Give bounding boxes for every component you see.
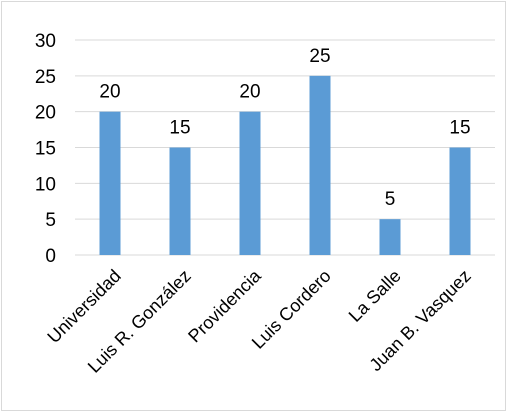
bar-4 [379,219,401,255]
y-tick-label: 10 [35,174,56,195]
x-tick-label: La Salle [345,266,405,326]
bar-3 [309,75,331,255]
bars [99,75,471,256]
data-label: 20 [239,82,260,103]
data-label: 5 [385,189,396,210]
bar-1 [169,147,191,255]
bar-2 [239,111,261,256]
data-label: 15 [169,118,190,139]
y-tick-label: 30 [35,31,56,52]
y-tick-label: 20 [35,103,56,124]
bar-5 [449,147,471,255]
data-label: 20 [99,82,120,103]
y-tick-label: 15 [35,139,56,160]
y-axis: 0 5 10 15 20 25 30 [35,31,56,267]
y-tick-label: 5 [45,210,56,231]
y-tick-label: 0 [45,246,56,267]
data-label: 15 [449,118,470,139]
data-labels: 20 15 20 25 5 15 [99,46,470,210]
y-tick-label: 25 [35,67,56,88]
bar-0 [99,111,121,256]
gridlines [75,39,495,256]
data-label: 25 [309,46,330,67]
